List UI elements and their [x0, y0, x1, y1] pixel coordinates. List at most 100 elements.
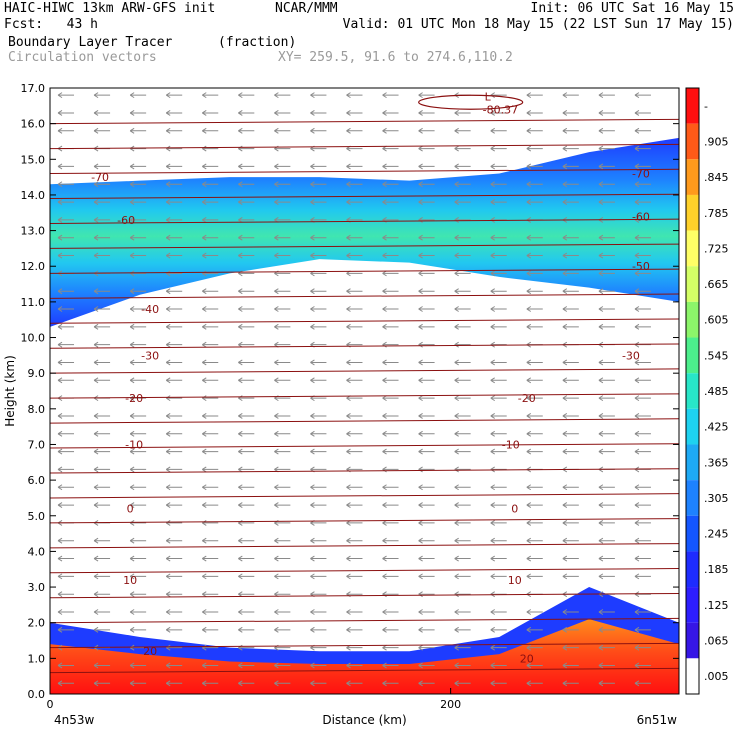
circulation-vector	[165, 413, 183, 419]
circulation-vector	[346, 626, 363, 633]
colorbar-swatch	[686, 159, 699, 195]
circulation-vector	[93, 181, 111, 188]
circulation-vector	[634, 252, 651, 259]
circulation-vector	[93, 680, 111, 687]
plot-frame	[49, 87, 680, 695]
circulation-vector	[634, 573, 651, 580]
circulation-vector	[274, 413, 291, 419]
circulation-vector	[310, 555, 327, 562]
circulation-vector	[238, 234, 255, 241]
circulation-vector	[93, 323, 111, 330]
isotherm-line	[50, 568, 679, 574]
y-axis-title: Height (km)	[3, 355, 17, 426]
circulation-vector	[57, 163, 75, 170]
circulation-vector	[57, 110, 75, 116]
isotherm-label: -30	[622, 349, 640, 362]
circulation-vector	[93, 502, 111, 508]
circulation-vector	[238, 377, 255, 384]
isotherm-line	[50, 368, 679, 374]
circulation-vector	[598, 537, 615, 544]
circulation-vector	[310, 609, 327, 615]
circulation-vector	[562, 252, 579, 259]
circulation-vector	[165, 555, 183, 562]
colorbar-swatch	[686, 123, 699, 160]
circulation-vector	[129, 234, 147, 241]
circulation-vector	[454, 609, 471, 615]
circulation-vector	[418, 413, 435, 419]
circulation-vector	[490, 127, 507, 134]
circulation-vector	[346, 306, 363, 312]
y-tick-label: 17.0	[21, 82, 46, 95]
circulation-vector	[310, 537, 327, 544]
circulation-vector	[598, 288, 615, 295]
circulation-vector	[562, 270, 579, 277]
isotherm-label: -20	[518, 392, 536, 405]
circulation-vector	[201, 573, 219, 580]
circulation-vector	[634, 502, 651, 508]
circulation-vector	[238, 484, 255, 491]
circulation-vector	[382, 110, 399, 116]
circulation-vector	[165, 288, 183, 295]
circulation-vector	[57, 502, 75, 508]
circulation-vector	[201, 110, 219, 116]
circulation-vector	[93, 92, 111, 99]
circulation-vector	[562, 92, 579, 99]
circulation-vector	[634, 234, 651, 241]
circulation-vector	[274, 127, 291, 134]
circulation-vector	[274, 626, 291, 633]
circulation-vector	[562, 323, 579, 330]
circulation-vector	[418, 92, 435, 99]
circulation-vector	[346, 323, 363, 330]
circulation-vector	[165, 395, 183, 402]
colorbar-label: .725	[704, 242, 729, 255]
circulation-vector	[634, 110, 651, 116]
circulation-vector	[238, 680, 255, 687]
circulation-vector	[562, 199, 579, 205]
circulation-vector	[634, 359, 651, 366]
isotherm-label: -10	[502, 438, 520, 451]
circulation-vector	[454, 323, 471, 330]
circulation-vector	[490, 163, 507, 170]
circulation-vector	[201, 609, 219, 615]
circulation-vector	[274, 484, 291, 491]
circulation-vector	[526, 680, 543, 687]
circulation-vector	[598, 430, 615, 437]
circulation-vector	[490, 448, 507, 455]
circulation-vector	[57, 377, 75, 384]
circulation-vector	[490, 306, 507, 312]
circulation-vector	[454, 519, 471, 526]
circulation-vector	[418, 110, 435, 116]
circulation-vector	[562, 519, 579, 526]
isotherm-label: 20	[143, 645, 157, 658]
circulation-vector	[454, 591, 471, 598]
circulation-vector	[201, 163, 219, 170]
y-tick-label: 9.0	[28, 367, 46, 380]
circulation-vector	[382, 377, 399, 384]
circulation-vector	[201, 181, 219, 188]
circulation-vector	[57, 448, 75, 455]
y-tick-label: 10.0	[21, 332, 46, 345]
circulation-vector	[526, 110, 543, 116]
low-marker-contour	[418, 94, 524, 110]
circulation-vector	[129, 323, 147, 330]
circulation-vector	[310, 252, 327, 259]
circulation-vector	[129, 537, 147, 544]
circulation-vector	[129, 591, 147, 598]
circulation-vector	[562, 573, 579, 580]
circulation-vector	[165, 591, 183, 598]
circulation-vector	[418, 181, 435, 188]
field-units: (fraction)	[218, 35, 297, 50]
circulation-vector	[490, 181, 507, 188]
circulation-vector	[310, 163, 327, 170]
circulation-vector	[634, 92, 651, 99]
circulation-vector	[526, 644, 543, 651]
isotherm-line	[50, 592, 679, 599]
low-marker-value: -80.37	[483, 103, 518, 116]
circulation-vector	[346, 92, 363, 99]
circulation-vector	[634, 127, 651, 134]
circulation-vector	[165, 110, 183, 116]
isotherm-label: -10	[125, 438, 143, 451]
circulation-vector	[129, 145, 147, 152]
isotherm-label: 10	[508, 574, 522, 587]
circulation-vector	[598, 145, 615, 152]
